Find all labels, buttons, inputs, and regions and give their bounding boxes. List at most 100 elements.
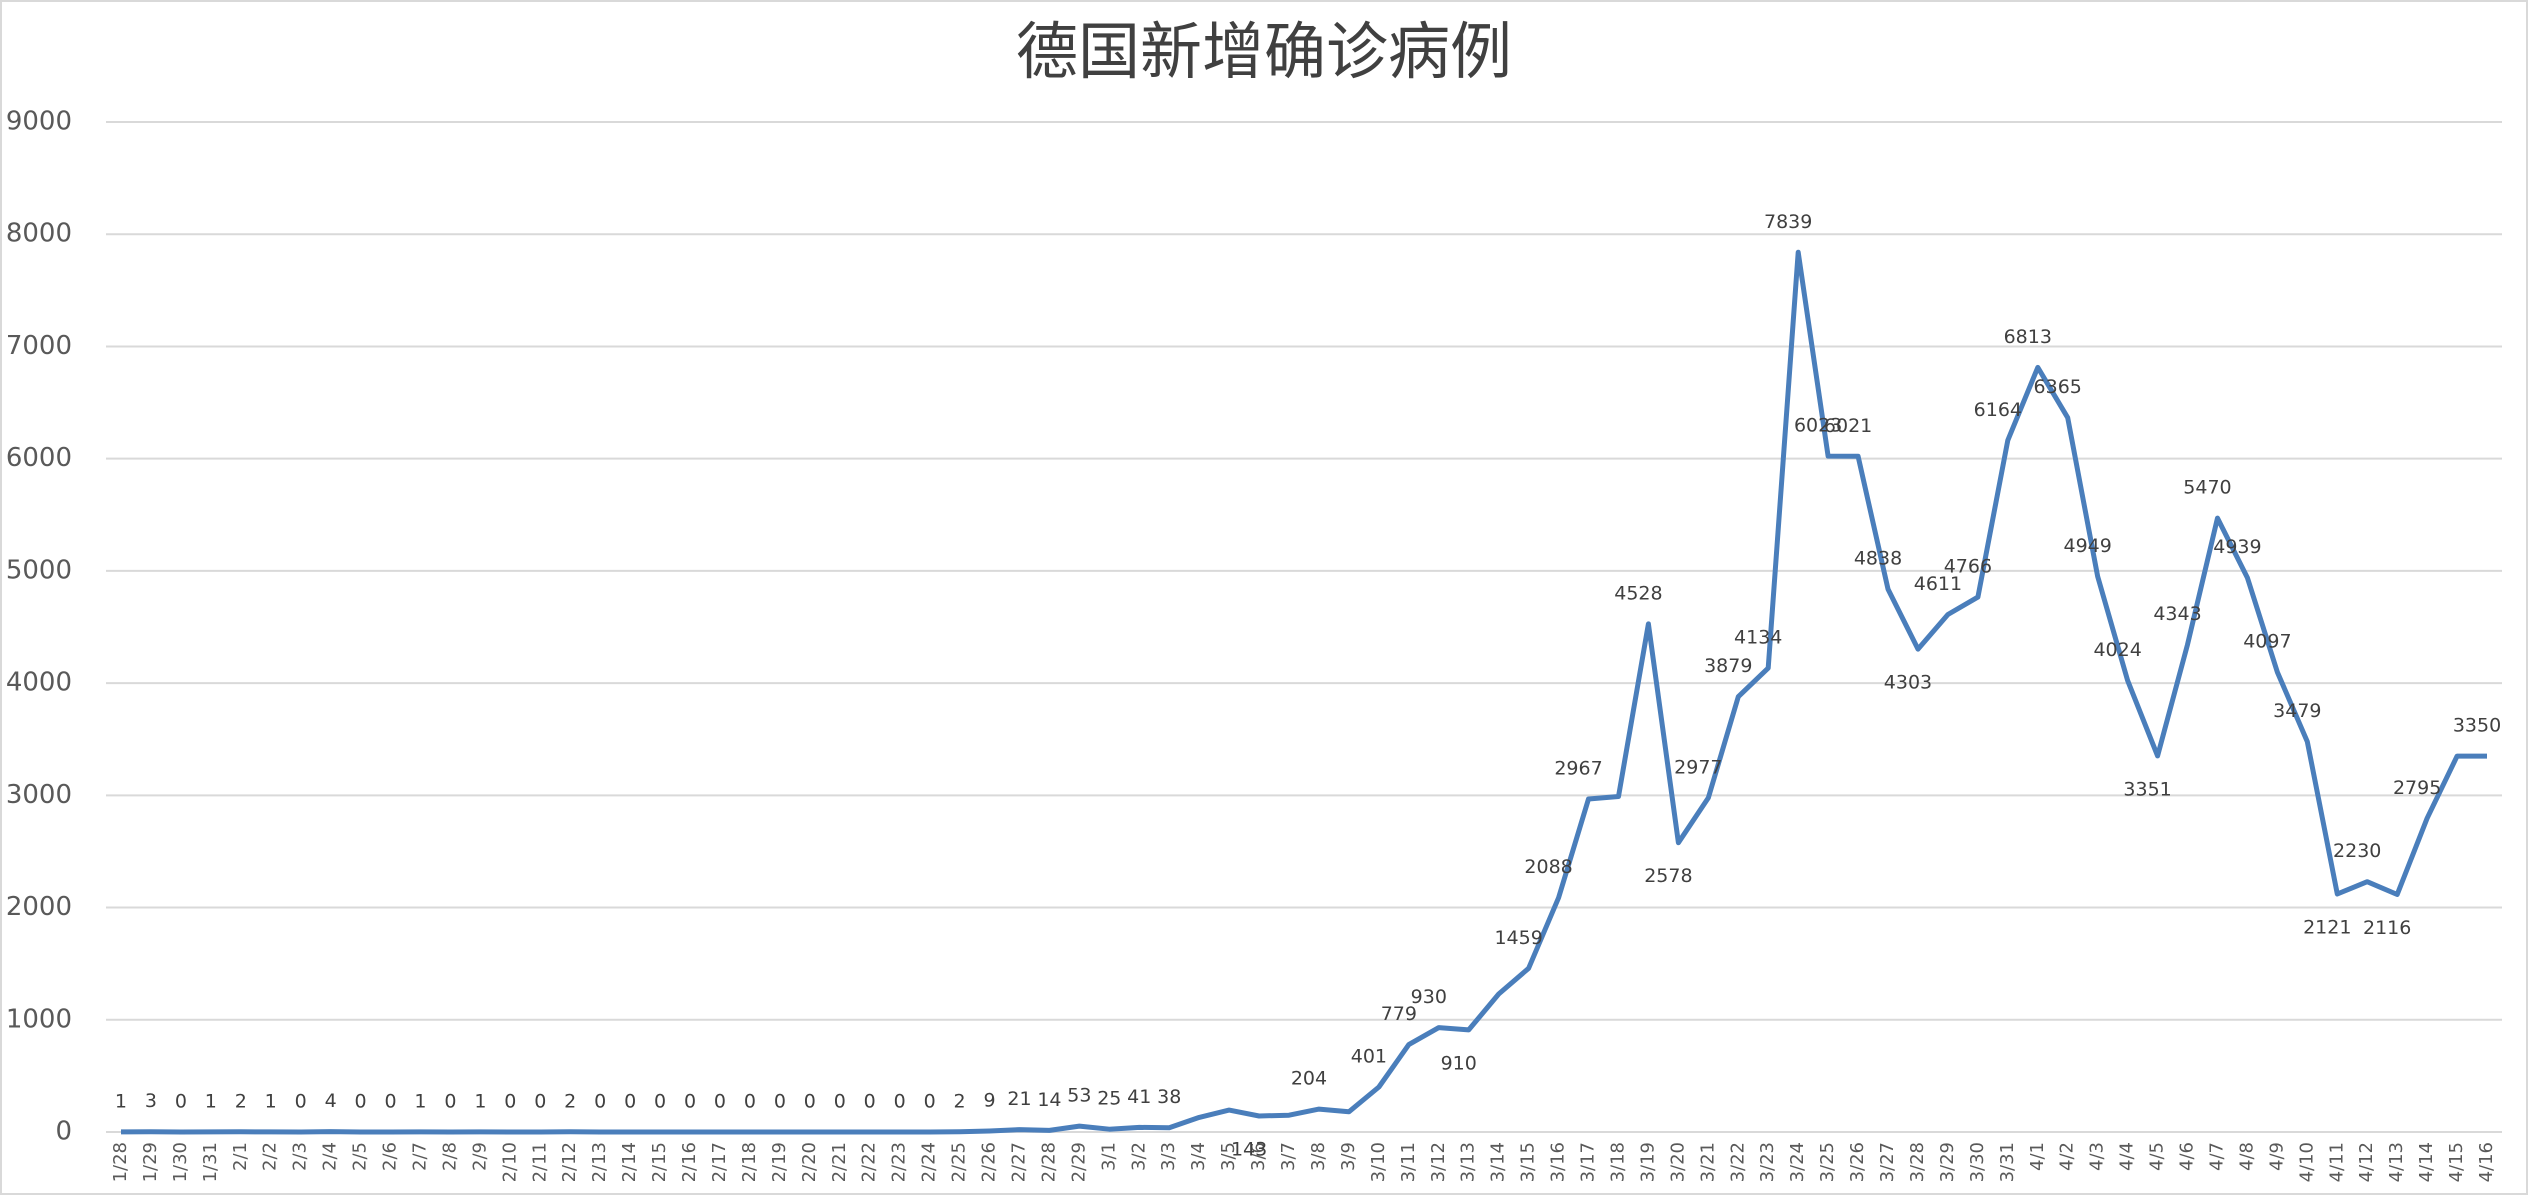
data-label: 1 — [115, 1090, 127, 1112]
data-label: 0 — [924, 1091, 936, 1113]
x-tick-label: 4/1 — [2027, 1142, 2048, 1171]
y-tick-label: 9000 — [6, 107, 72, 137]
y-tick-label: 5000 — [6, 555, 72, 585]
data-label: 2795 — [2393, 777, 2441, 799]
data-label: 0 — [654, 1091, 666, 1113]
data-label: 910 — [1441, 1052, 1477, 1074]
x-tick-label: 1/30 — [170, 1142, 191, 1182]
x-tick-label: 4/14 — [2416, 1142, 2437, 1182]
data-label: 6164 — [1974, 399, 2022, 421]
data-label: 6365 — [2034, 376, 2082, 398]
x-tick-label: 3/28 — [1907, 1142, 1928, 1182]
data-label: 0 — [864, 1091, 876, 1113]
x-tick-label: 4/7 — [2206, 1142, 2227, 1171]
x-tick-label: 2/28 — [1038, 1142, 1059, 1182]
data-label: 4611 — [1914, 573, 1962, 595]
data-label: 0 — [594, 1091, 606, 1113]
x-tick-label: 2/19 — [769, 1142, 790, 1182]
data-label: 2967 — [1554, 758, 1602, 780]
x-tick-label: 3/13 — [1458, 1142, 1479, 1182]
data-label: 14 — [1037, 1089, 1061, 1111]
x-tick-label: 2/21 — [829, 1142, 850, 1182]
data-label: 4343 — [2153, 603, 2201, 625]
data-label: 4838 — [1854, 548, 1902, 570]
x-tick-label: 3/29 — [1937, 1142, 1958, 1182]
data-label: 2116 — [2363, 917, 2411, 939]
data-label: 4939 — [2213, 536, 2261, 558]
x-tick-label: 2/6 — [380, 1142, 401, 1171]
x-tick-label: 2/20 — [799, 1142, 820, 1182]
data-label: 4024 — [2093, 639, 2141, 661]
data-label: 21 — [1007, 1088, 1031, 1110]
data-label: 4766 — [1944, 556, 1992, 578]
y-tick-label: 2000 — [6, 892, 72, 922]
data-label: 2230 — [2333, 840, 2381, 862]
y-tick-label: 7000 — [6, 331, 72, 361]
x-tick-label: 2/18 — [739, 1142, 760, 1182]
x-tick-label: 4/10 — [2296, 1142, 2317, 1182]
data-label: 930 — [1411, 986, 1447, 1008]
data-label: 4 — [325, 1090, 337, 1112]
y-tick-label: 4000 — [6, 668, 72, 698]
data-label: 0 — [534, 1091, 546, 1113]
data-label: 0 — [804, 1091, 816, 1113]
x-tick-label: 2/29 — [1068, 1142, 1089, 1182]
data-label: 0 — [894, 1091, 906, 1113]
data-label: 3351 — [2123, 778, 2171, 800]
data-label: 6813 — [2004, 326, 2052, 348]
y-tick-label: 1000 — [6, 1004, 72, 1034]
data-label: 2977 — [1674, 756, 1722, 778]
data-label: 0 — [295, 1091, 307, 1113]
x-tick-label: 2/10 — [499, 1142, 520, 1182]
chart-title: 德国新增确诊病例 — [1016, 15, 1512, 88]
x-tick-label: 3/8 — [1308, 1142, 1329, 1171]
data-label: 2 — [954, 1090, 966, 1112]
x-tick-label: 4/3 — [2087, 1142, 2108, 1171]
x-tick-label: 3/24 — [1787, 1142, 1808, 1182]
x-tick-label: 2/5 — [350, 1142, 371, 1171]
x-tick-label: 1/29 — [140, 1142, 161, 1182]
data-label: 3479 — [2273, 700, 2321, 722]
data-label: 2 — [564, 1090, 576, 1112]
x-tick-label: 3/1 — [1098, 1142, 1119, 1171]
x-tick-label: 3/9 — [1338, 1142, 1359, 1171]
x-tick-label: 3/17 — [1578, 1142, 1599, 1182]
data-label: 3350 — [2453, 715, 2501, 737]
x-tick-label: 3/30 — [1967, 1142, 1988, 1182]
data-label: 7839 — [1764, 211, 1812, 233]
x-tick-label: 2/12 — [559, 1142, 580, 1182]
x-tick-label: 3/22 — [1727, 1142, 1748, 1182]
x-tick-label: 2/3 — [290, 1142, 311, 1171]
data-label: 204 — [1291, 1068, 1327, 1090]
data-label: 41 — [1127, 1086, 1151, 1108]
data-label: 1 — [414, 1090, 426, 1112]
data-label: 0 — [834, 1091, 846, 1113]
x-tick-label: 4/6 — [2177, 1142, 2198, 1171]
data-label: 0 — [355, 1091, 367, 1113]
data-label: 1 — [474, 1090, 486, 1112]
x-tick-label: 4/2 — [2057, 1142, 2078, 1171]
data-label: 6023 — [1794, 415, 1842, 437]
x-tick-label: 3/6 — [1248, 1142, 1269, 1171]
data-label: 38 — [1157, 1086, 1181, 1108]
data-label: 0 — [744, 1091, 756, 1113]
x-tick-label: 3/4 — [1188, 1142, 1209, 1171]
data-label: 0 — [504, 1091, 516, 1113]
y-tick-label: 8000 — [6, 219, 72, 249]
x-tick-label: 3/12 — [1428, 1142, 1449, 1182]
x-tick-label: 1/31 — [200, 1142, 221, 1182]
x-tick-label: 3/18 — [1607, 1142, 1628, 1182]
x-tick-label: 2/15 — [649, 1142, 670, 1182]
x-tick-label: 2/17 — [709, 1142, 730, 1182]
data-label: 4528 — [1614, 582, 1662, 604]
x-tick-label: 4/15 — [2446, 1142, 2467, 1182]
x-tick-label: 2/14 — [619, 1142, 640, 1182]
x-tick-label: 3/31 — [1997, 1142, 2018, 1182]
data-label: 143 — [1231, 1138, 1267, 1160]
data-label: 2 — [235, 1090, 247, 1112]
data-label: 2121 — [2303, 916, 2351, 938]
x-tick-label: 4/5 — [2147, 1142, 2168, 1171]
x-tick-label: 2/11 — [529, 1142, 550, 1182]
data-label: 2578 — [1644, 865, 1692, 887]
